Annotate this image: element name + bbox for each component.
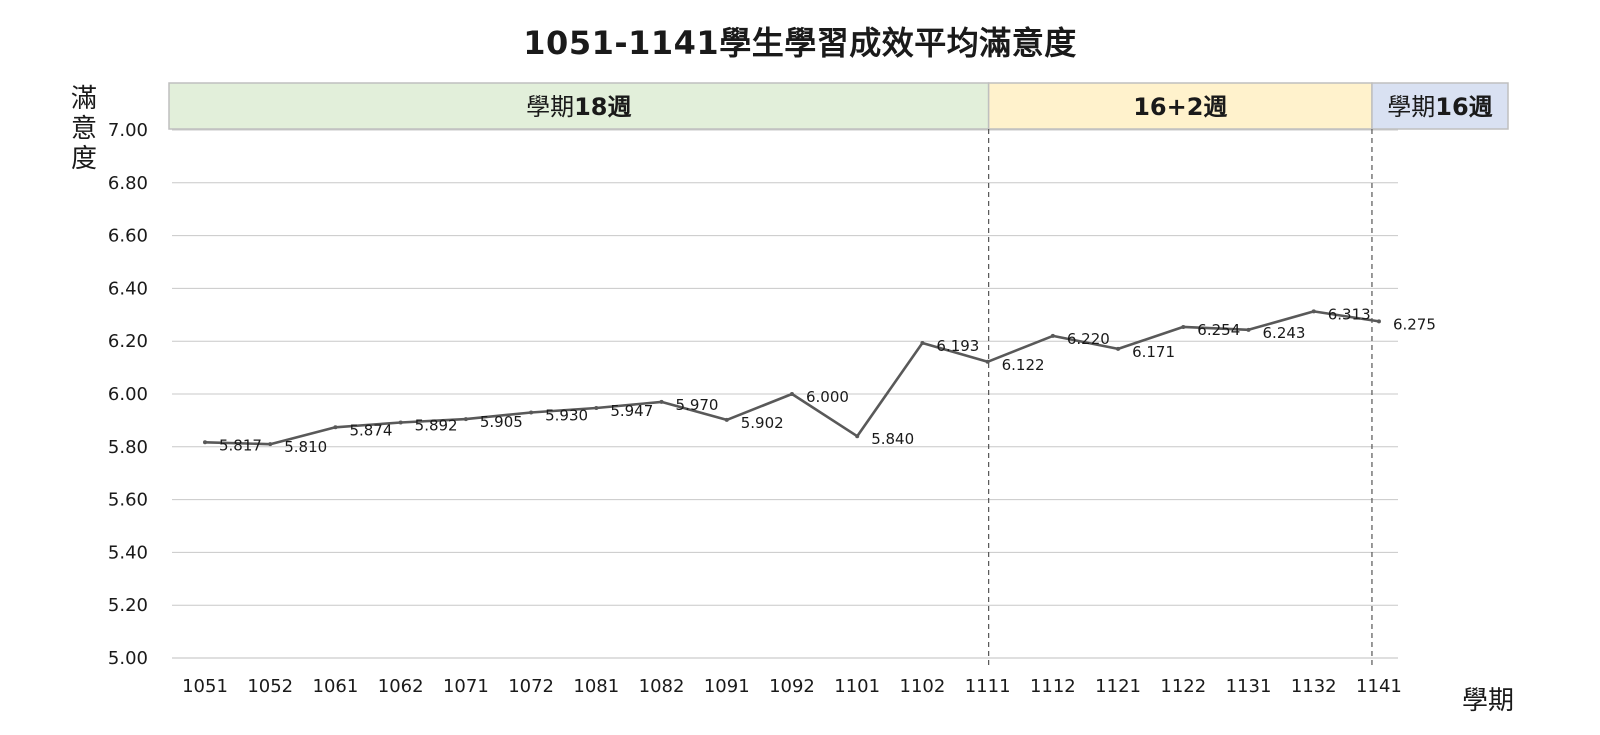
period-band-label: 學期18週 [526, 93, 631, 121]
x-tick-label: 1112 [1030, 676, 1076, 697]
data-label: 5.874 [349, 421, 392, 439]
y-axis-label: 滿意度 [70, 84, 97, 174]
y-tick-label: 5.40 [108, 542, 148, 563]
x-tick-label: 1091 [704, 676, 750, 697]
x-tick-label: 1052 [247, 676, 293, 697]
data-point [789, 392, 794, 396]
data-point [1181, 324, 1186, 329]
data-point [1246, 327, 1251, 332]
x-tick-label: 1062 [378, 676, 424, 697]
x-tick-label: 1122 [1160, 676, 1206, 697]
data-label: 6.313 [1328, 305, 1371, 323]
x-tick-label: 1132 [1291, 676, 1337, 697]
x-axis-label: 學期 [1462, 686, 1515, 716]
period-band-label: 學期16週 [1387, 93, 1492, 121]
period-band [1371, 82, 1509, 130]
y-tick-label: 5.00 [108, 648, 148, 669]
data-point [1116, 346, 1121, 351]
data-label: 6.254 [1197, 321, 1240, 339]
x-tick-label: 1082 [639, 676, 685, 697]
x-tick-label: 1072 [508, 676, 554, 697]
data-label: 5.892 [415, 417, 458, 435]
y-tick-label: 5.80 [108, 437, 148, 458]
x-tick-label: 1131 [1226, 676, 1272, 697]
y-tick-label: 6.00 [108, 384, 148, 405]
data-point [1050, 333, 1055, 338]
data-label: 6.122 [1002, 356, 1045, 374]
period-band [168, 82, 990, 130]
y-tick-label: 6.40 [108, 278, 148, 299]
data-label: 6.220 [1067, 330, 1110, 348]
data-point [1311, 309, 1316, 314]
data-label: 6.171 [1132, 343, 1175, 361]
data-point [398, 420, 403, 425]
data-point [333, 425, 338, 430]
data-point [1376, 319, 1381, 324]
data-label: 5.905 [480, 413, 523, 431]
data-label: 6.243 [1263, 324, 1306, 342]
data-label: 5.817 [219, 436, 262, 454]
data-label: 5.970 [676, 396, 719, 414]
x-tick-label: 1102 [900, 676, 946, 697]
data-point [594, 405, 599, 410]
data-point [659, 399, 664, 404]
chart-title: 1051-1141學生學習成效平均滿意度 [523, 24, 1077, 62]
x-tick-label: 1061 [313, 676, 359, 697]
y-tick-label: 6.20 [108, 331, 148, 352]
x-tick-label: 1081 [573, 676, 619, 697]
period-band-label: 16+2週 [1133, 93, 1227, 121]
data-label: 6.000 [806, 388, 849, 406]
data-point [529, 410, 534, 415]
data-label: 5.902 [741, 414, 784, 432]
data-point [985, 359, 990, 364]
x-tick-label: 1101 [834, 676, 880, 697]
data-label: 6.193 [936, 337, 979, 355]
data-point [268, 442, 273, 447]
x-tick-label: 1051 [182, 676, 228, 697]
data-point [463, 417, 468, 422]
data-point [724, 417, 729, 422]
data-point [203, 440, 207, 445]
x-tick-label: 1141 [1356, 676, 1402, 697]
data-label: 6.275 [1393, 315, 1436, 333]
x-tick-label: 1111 [965, 676, 1011, 697]
y-tick-label: 6.80 [108, 173, 148, 194]
data-label: 5.930 [545, 406, 588, 424]
y-tick-label: 6.60 [108, 226, 148, 247]
y-tick-label: 5.20 [108, 595, 148, 616]
data-label: 5.810 [284, 438, 327, 456]
y-tick-label: 5.60 [108, 490, 148, 511]
x-tick-label: 1121 [1095, 676, 1141, 697]
data-point [920, 341, 925, 346]
y-tick-label: 7.00 [108, 120, 148, 141]
data-point [855, 434, 860, 439]
data-label: 5.947 [610, 402, 653, 420]
x-tick-label: 1071 [443, 676, 489, 697]
data-label: 5.840 [871, 430, 914, 448]
period-band [987, 82, 1373, 130]
x-tick-label: 1092 [769, 676, 815, 697]
